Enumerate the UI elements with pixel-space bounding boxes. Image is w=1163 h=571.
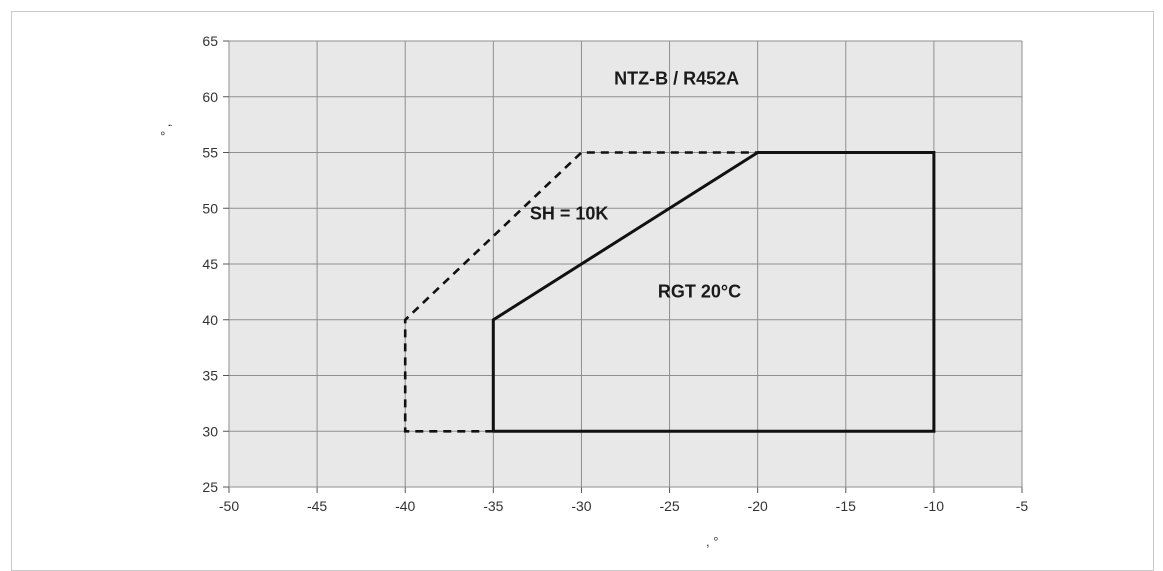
y-tick-label: 50	[202, 200, 218, 216]
x-tick-label: -45	[307, 498, 327, 514]
dashed-envelope-line	[403, 151, 758, 433]
y-axis-unit-glyph: ° ,	[158, 124, 173, 136]
operating-envelope-chart: -50 -45 -40 -35 -30 -25 -20 -15 -10 -5 25 30 35 40 45 5…	[158, 33, 1028, 549]
tick-labels: -50 -45 -40 -35 -30 -25 -20 -15 -10 -5 25 30 35 40 45 5…	[202, 33, 1028, 514]
x-tick-label: -20	[748, 498, 768, 514]
x-tick-label: -15	[836, 498, 856, 514]
x-tick-label: -5	[1016, 498, 1029, 514]
y-tick-label: 45	[202, 256, 218, 272]
x-tick-label: -25	[659, 498, 679, 514]
y-tick-label: 35	[202, 368, 218, 384]
chart-title: NTZ-B / R452A	[614, 68, 739, 88]
x-axis-unit-glyph: , °	[706, 534, 718, 549]
x-tick-label: -30	[571, 498, 591, 514]
annotations: SH = 10K RGT 20°C	[530, 203, 741, 301]
y-tick-label: 65	[202, 33, 218, 49]
y-tick-label: 25	[202, 479, 218, 495]
x-tick-label: -50	[219, 498, 239, 514]
envelope-series	[403, 151, 936, 433]
y-tick-label: 40	[202, 312, 218, 328]
y-tick-label: 55	[202, 145, 218, 161]
y-tick-label: 30	[202, 423, 218, 439]
x-tick-label: -35	[483, 498, 503, 514]
y-tick-label: 60	[202, 89, 218, 105]
x-tick-label: -10	[924, 498, 944, 514]
solid-envelope-line	[491, 151, 936, 433]
annotation-rgt: RGT 20°C	[658, 281, 741, 301]
x-tick-label: -40	[395, 498, 415, 514]
annotation-sh: SH = 10K	[530, 203, 609, 223]
